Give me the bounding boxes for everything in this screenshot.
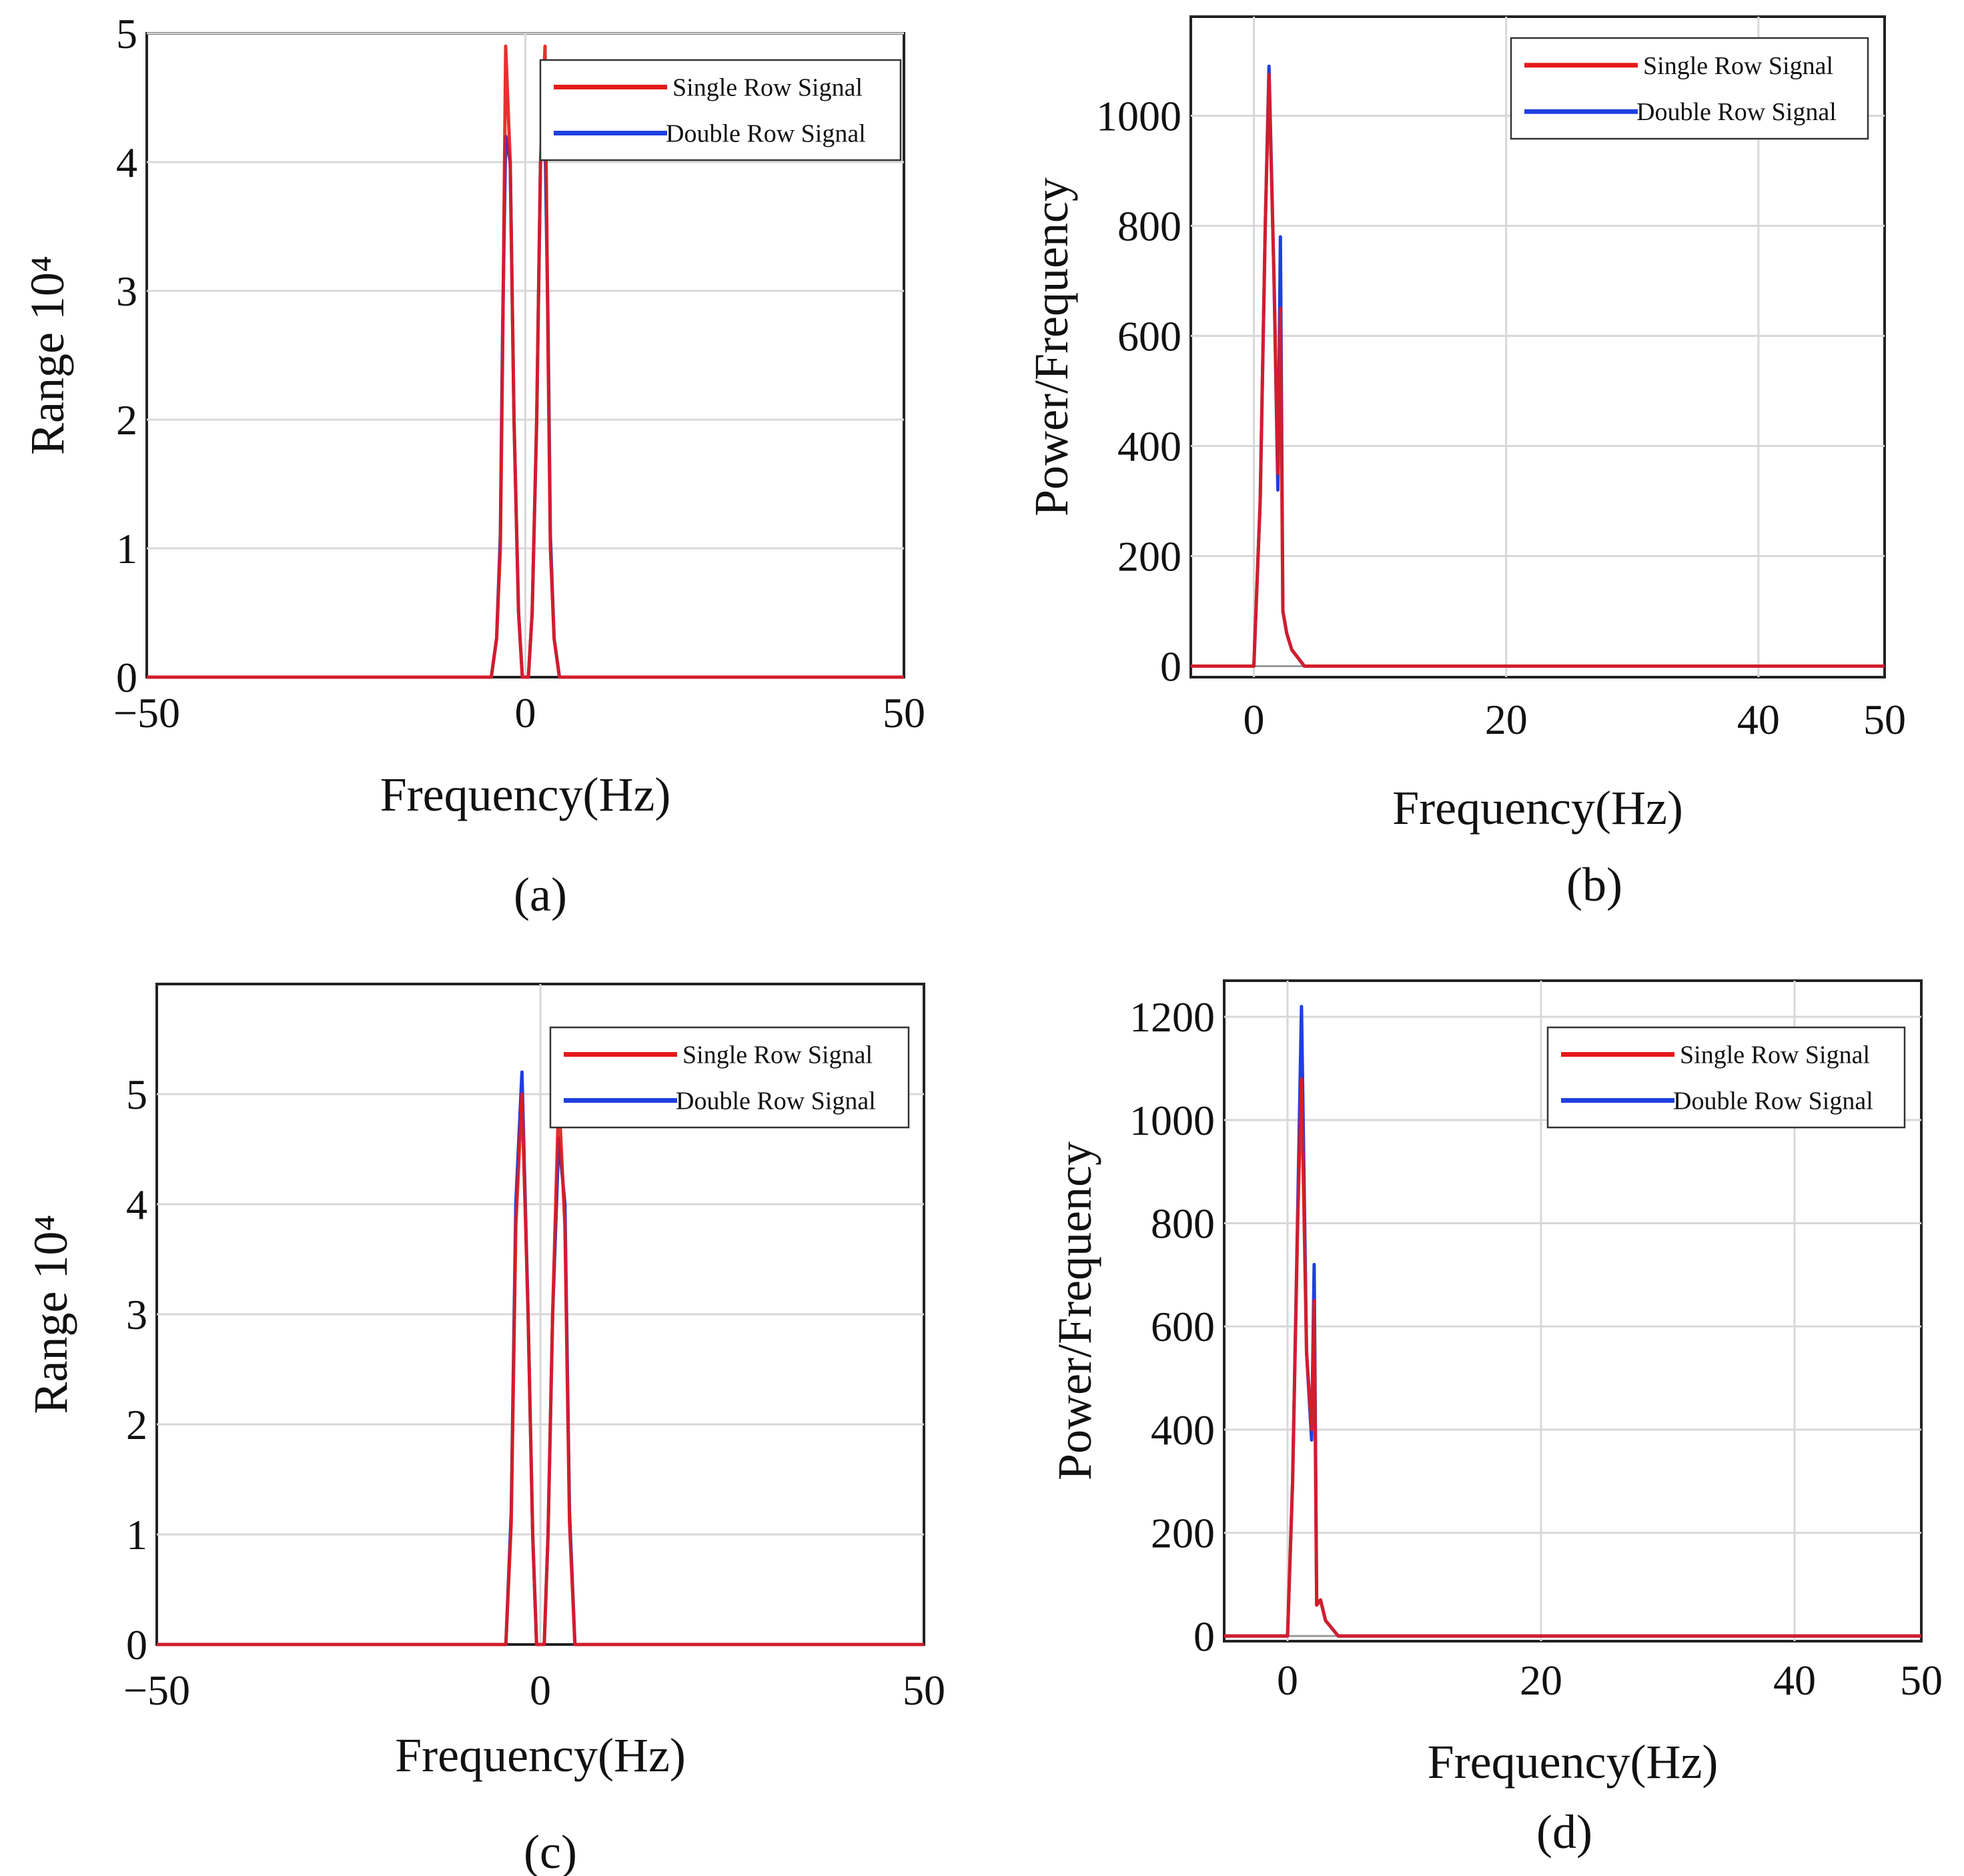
y-tick-label: 0 xyxy=(1193,1612,1215,1660)
y-tick-label: 0 xyxy=(1160,643,1181,690)
legend-label-double-row: Double Row Signal xyxy=(1673,1087,1873,1115)
y-tick-label: 800 xyxy=(1151,1200,1215,1248)
x-axis-label: Frequency(Hz) xyxy=(395,1729,686,1782)
y-tick-label: 1000 xyxy=(1096,93,1181,140)
x-axis-label: Frequency(Hz) xyxy=(380,768,671,821)
legend-label-single-row: Single Row Signal xyxy=(1643,52,1833,80)
y-tick-label: 1 xyxy=(126,1511,147,1558)
x-tick-label: 0 xyxy=(1244,696,1265,743)
y-tick-label: 1200 xyxy=(1129,993,1215,1041)
y-tick-label: 600 xyxy=(1151,1303,1215,1350)
y-tick-label: 3 xyxy=(116,268,137,315)
y-tick-label: 0 xyxy=(116,654,137,701)
y-tick-label: 2 xyxy=(126,1401,147,1448)
x-axis-label: Frequency(Hz) xyxy=(1428,1735,1719,1789)
legend-box xyxy=(1510,37,1869,140)
panel-caption: (a) xyxy=(514,868,567,921)
x-axis-label: Frequency(Hz) xyxy=(1392,781,1683,835)
y-tick-label: 4 xyxy=(116,139,137,186)
y-tick-label: 400 xyxy=(1117,423,1181,470)
y-axis-label: Power/Frequency xyxy=(1048,1141,1101,1480)
series-line-single-row xyxy=(157,1092,924,1647)
legend-label-double-row: Double Row Signal xyxy=(676,1087,876,1115)
x-tick-label: 50 xyxy=(1900,1657,1943,1704)
y-tick-label: 5 xyxy=(116,10,137,57)
legend-box xyxy=(549,1026,910,1129)
x-tick-label: 50 xyxy=(903,1667,945,1714)
series-line-single-row xyxy=(147,44,904,679)
series-line-single-row xyxy=(1191,73,1885,668)
panel-caption: (c) xyxy=(524,1825,577,1876)
panel-caption: (d) xyxy=(1536,1805,1592,1859)
panel-d: 0 200 400 600 800 1000 1200 0 20 40 50 Single Row S… xyxy=(1048,979,1943,1859)
legend-label-double-row: Double Row Signal xyxy=(666,120,866,148)
legend-label-single-row: Single Row Signal xyxy=(1680,1041,1870,1069)
y-tick-label: 4 xyxy=(126,1181,147,1228)
x-tick-label: 20 xyxy=(1485,696,1528,743)
legend-box xyxy=(1546,1026,1906,1129)
x-tick-label: 40 xyxy=(1773,1657,1816,1704)
x-tick-label: 0 xyxy=(530,1667,551,1714)
x-tick-label: 20 xyxy=(1520,1657,1562,1704)
x-tick-label: 0 xyxy=(515,689,536,737)
y-axis-label: Power/Frequency xyxy=(1025,177,1078,516)
legend-label-double-row: Double Row Signal xyxy=(1636,98,1837,126)
y-tick-label: 0 xyxy=(126,1621,147,1669)
legend-label-single-row: Single Row Signal xyxy=(682,1041,873,1069)
x-tick-label: −50 xyxy=(123,1667,190,1714)
legend-label-single-row: Single Row Signal xyxy=(672,74,863,102)
y-tick-label: 1 xyxy=(116,525,137,572)
y-tick-label: 400 xyxy=(1151,1406,1215,1454)
x-tick-label: 50 xyxy=(1863,696,1906,743)
y-tick-label: 600 xyxy=(1117,313,1181,360)
x-tick-label: −50 xyxy=(113,689,180,737)
y-tick-label: 5 xyxy=(126,1071,147,1118)
y-axis-label: Range 10⁴ xyxy=(24,1214,77,1414)
y-tick-label: 200 xyxy=(1151,1510,1215,1557)
x-tick-label: 0 xyxy=(1277,1657,1298,1704)
y-tick-label: 3 xyxy=(126,1291,147,1338)
y-tick-label: 2 xyxy=(116,396,137,444)
y-tick-label: 200 xyxy=(1117,533,1181,580)
panel-b: 0 200 400 600 800 1000 0 20 40 50 Single Row Signa… xyxy=(1025,15,1906,911)
y-tick-label: 1000 xyxy=(1129,1097,1215,1144)
series-line-single-row xyxy=(1224,1077,1921,1638)
x-tick-label: 40 xyxy=(1737,696,1780,743)
panel-caption: (b) xyxy=(1566,858,1622,911)
legend-box xyxy=(539,59,902,161)
x-tick-label: 50 xyxy=(883,689,925,737)
y-axis-label: Range 10⁴ xyxy=(21,256,74,455)
y-tick-label: 800 xyxy=(1117,203,1181,250)
